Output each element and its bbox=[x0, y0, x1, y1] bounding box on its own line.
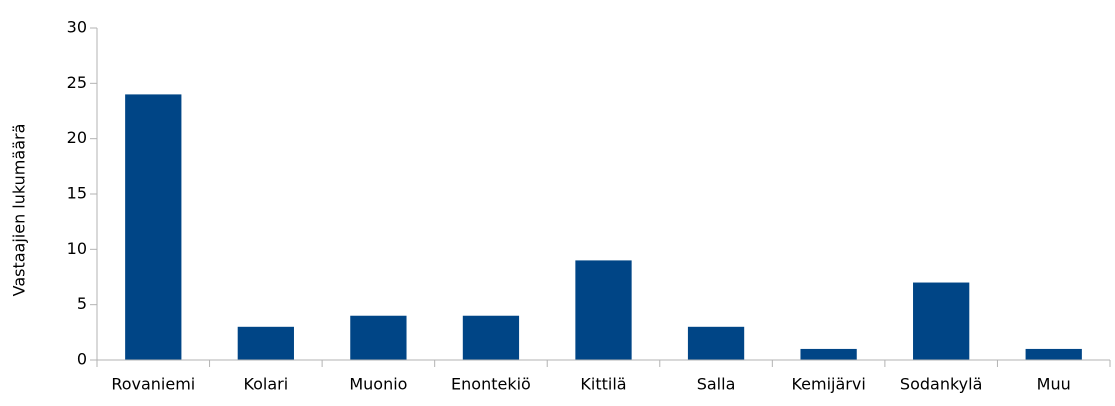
y-tick-label: 15 bbox=[67, 184, 87, 203]
bar bbox=[575, 260, 632, 360]
bar bbox=[350, 315, 407, 360]
x-tick-label: Muonio bbox=[349, 375, 407, 394]
x-tick-label: Sodankylä bbox=[900, 375, 982, 394]
y-axis-label: Vastaajien lukumäärä bbox=[10, 124, 29, 297]
x-tick-label: Kolari bbox=[243, 375, 288, 394]
x-tick-label: Salla bbox=[697, 375, 736, 394]
y-tick-label: 0 bbox=[77, 350, 87, 369]
x-tick-label: Rovaniemi bbox=[111, 375, 195, 394]
bar bbox=[800, 348, 857, 360]
x-tick-label: Kittilä bbox=[580, 375, 626, 394]
y-tick-label: 30 bbox=[67, 18, 87, 37]
bar bbox=[1025, 348, 1082, 360]
y-tick-label: 25 bbox=[67, 73, 87, 92]
y-tick-label: 20 bbox=[67, 128, 87, 147]
bar bbox=[125, 94, 182, 361]
bar bbox=[913, 282, 970, 360]
bar bbox=[237, 326, 294, 360]
x-tick-label: Muu bbox=[1037, 375, 1071, 394]
y-tick-label: 5 bbox=[77, 294, 87, 313]
bar bbox=[687, 326, 745, 360]
bar bbox=[462, 315, 520, 360]
x-tick-label: Enontekiö bbox=[451, 375, 531, 394]
y-tick-label: 10 bbox=[67, 239, 87, 258]
x-tick-label: Kemijärvi bbox=[791, 375, 865, 394]
